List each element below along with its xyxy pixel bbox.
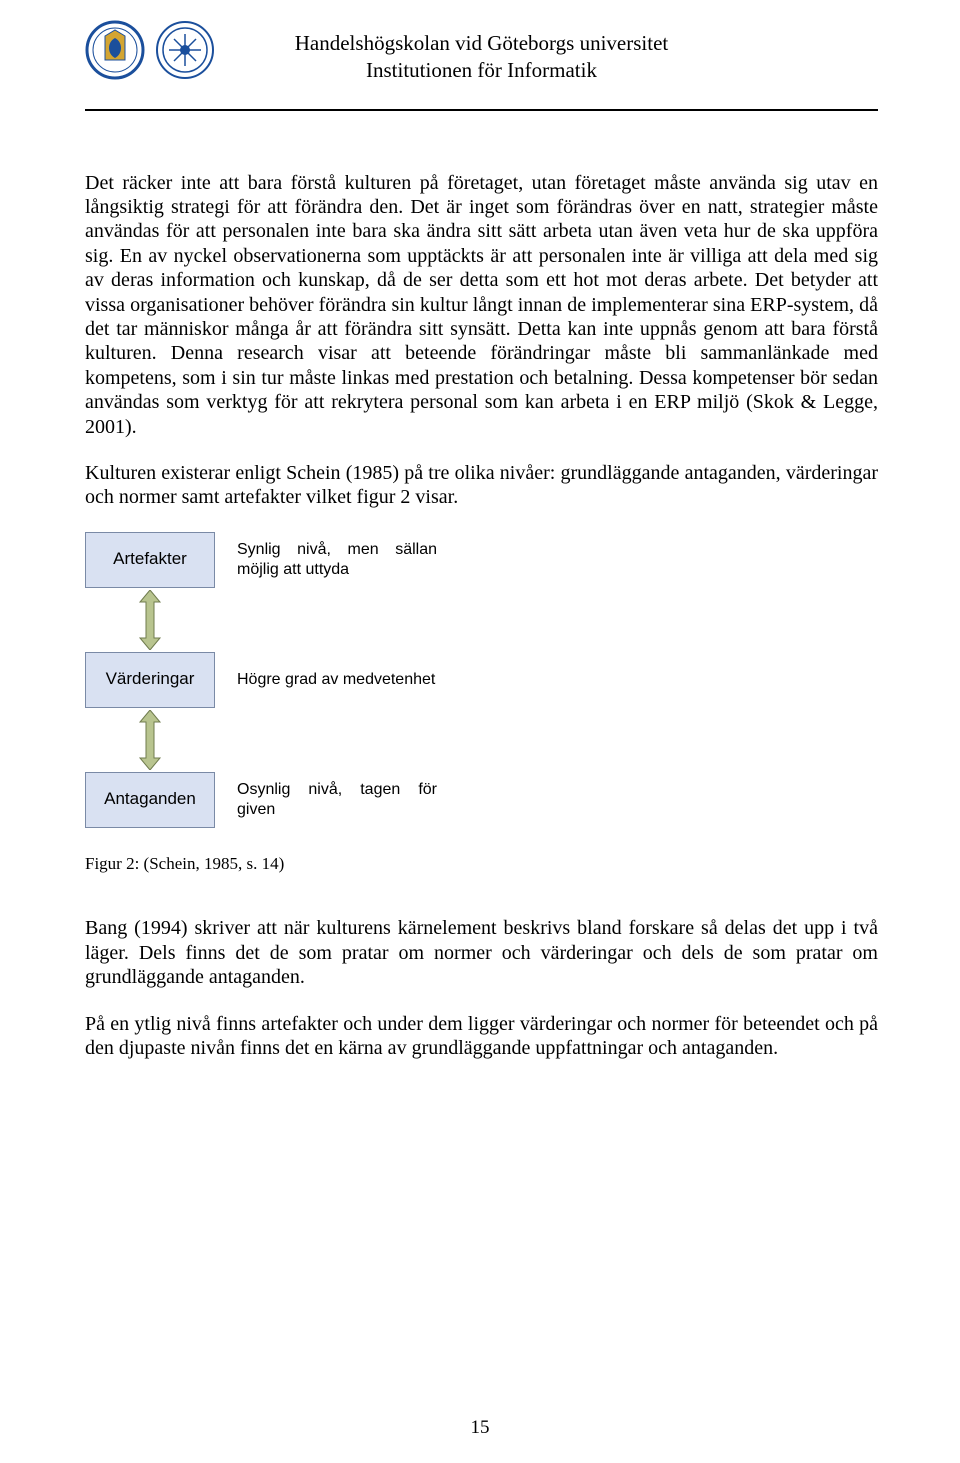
figure-row: Antaganden Osynlig nivå, tagen för given (85, 772, 485, 828)
figure-arrow (85, 708, 215, 772)
paragraph-3: Bang (1994) skriver att när kulturens kä… (85, 916, 878, 989)
double-arrow-icon (136, 710, 164, 770)
figure-arrow (85, 588, 215, 652)
figure-label: Synlig nivå, men sällan möjlig att uttyd… (237, 540, 437, 580)
page: Handelshögskolan vid Göteborgs universit… (0, 0, 960, 1463)
figure-label: Osynlig nivå, tagen för given (237, 780, 437, 820)
figure-schein-levels: Artefakter Synlig nivå, men sällan möjli… (85, 532, 485, 828)
figure-node-artefakter: Artefakter (85, 532, 215, 588)
header-title-line1: Handelshögskolan vid Göteborgs universit… (85, 30, 878, 57)
header-divider (85, 109, 878, 111)
figure-row: Värderingar Högre grad av medvetenhet (85, 652, 485, 708)
paragraph-1: Det räcker inte att bara förstå kulturen… (85, 171, 878, 439)
figure-node-varderingar: Värderingar (85, 652, 215, 708)
figure-node-antaganden: Antaganden (85, 772, 215, 828)
figure-row: Artefakter Synlig nivå, men sällan möjli… (85, 532, 485, 588)
paragraph-4: På en ytlig nivå finns artefakter och un… (85, 1012, 878, 1061)
double-arrow-icon (136, 590, 164, 650)
body-text: Det räcker inte att bara förstå kulturen… (85, 171, 878, 1061)
page-header: Handelshögskolan vid Göteborgs universit… (85, 30, 878, 85)
header-title-line2: Institutionen för Informatik (85, 57, 878, 84)
figure-label: Högre grad av medvetenhet (237, 670, 435, 690)
paragraph-2: Kulturen existerar enligt Schein (1985) … (85, 461, 878, 510)
page-number: 15 (0, 1417, 960, 1439)
figure-caption: Figur 2: (Schein, 1985, s. 14) (85, 854, 878, 875)
